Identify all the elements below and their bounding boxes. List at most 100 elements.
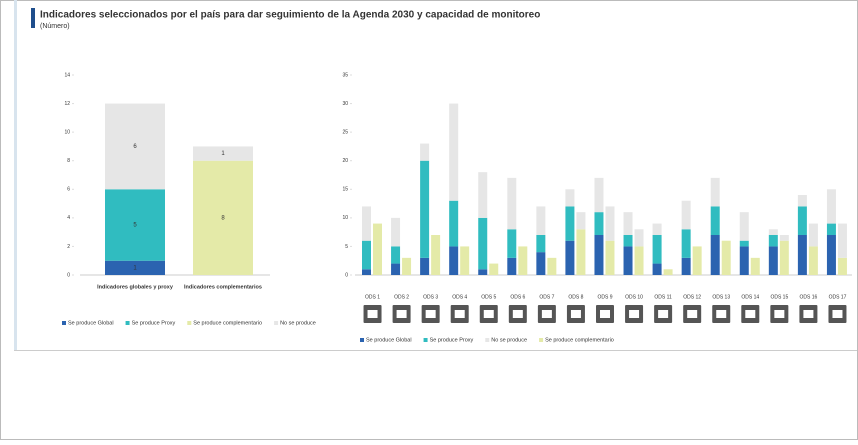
bar-segment	[460, 246, 470, 275]
goal-icon-glyph	[745, 310, 756, 318]
data-label: 6	[133, 144, 137, 150]
bar-segment	[605, 240, 615, 275]
bar-segment	[536, 235, 546, 253]
x-tick-label: ODS 3	[423, 294, 438, 300]
bar-segment	[739, 240, 749, 247]
y-tick-label: 25	[342, 129, 348, 135]
bar-segment	[808, 223, 818, 247]
x-tick-label: ODS 13	[712, 294, 730, 300]
bar-segment	[536, 206, 546, 235]
x-tick-label: ODS 8	[568, 294, 583, 300]
y-tick-label: 8	[67, 158, 70, 164]
y-tick-label: 6	[67, 187, 70, 193]
legend-swatch	[62, 321, 66, 325]
goal-icon-glyph	[600, 310, 610, 318]
x-tick-label: ODS 1	[365, 294, 380, 300]
x-tick-label: ODS 9	[597, 294, 612, 300]
bar-segment	[710, 235, 720, 275]
bar-segment	[623, 212, 633, 235]
goal-icon-glyph	[396, 310, 407, 318]
bar-segment	[478, 172, 488, 218]
x-tick-label: ODS 14	[741, 294, 759, 300]
legend-swatch	[485, 338, 490, 342]
bar-segment	[623, 235, 633, 247]
bar-segment	[594, 235, 604, 275]
y-tick-label: 12	[64, 101, 70, 107]
bar-segment	[652, 223, 662, 235]
bar-segment	[478, 269, 488, 275]
y-tick-label: 0	[345, 272, 348, 278]
goal-icon-glyph	[658, 310, 669, 318]
x-tick-label: ODS 15	[770, 294, 788, 300]
divider	[14, 350, 857, 351]
bar-segment	[681, 257, 691, 275]
bar-segment	[826, 235, 836, 275]
goal-icon-glyph	[832, 310, 843, 318]
bar-segment	[739, 212, 749, 241]
y-tick-label: 15	[342, 187, 348, 193]
bar-segment	[797, 195, 807, 207]
y-tick-label: 35	[342, 72, 348, 78]
goal-icon-glyph	[629, 310, 640, 318]
goal-icon-glyph	[716, 310, 727, 318]
bar-segment	[808, 246, 818, 275]
y-tick-label: 4	[67, 215, 70, 221]
bar-segment	[721, 240, 731, 275]
bar-segment	[594, 212, 604, 235]
bar-segment	[105, 189, 165, 261]
data-label: 5	[133, 223, 137, 229]
legend-label: No se produce	[280, 320, 316, 326]
data-label: 8	[221, 215, 225, 221]
bar-segment	[362, 206, 371, 241]
bar-segment	[576, 212, 586, 230]
bar-segment	[768, 235, 778, 247]
x-tick-label: ODS 12	[683, 294, 701, 300]
goal-icon-glyph	[367, 310, 378, 318]
bar-segment	[768, 229, 778, 235]
legend-label: Se produce complementario	[193, 320, 262, 326]
subtitle: (Número)	[40, 23, 70, 30]
bar-segment	[420, 143, 430, 161]
bar-segment	[373, 223, 382, 275]
bar-segment	[518, 246, 528, 275]
legend-label: Se produce complementario	[545, 337, 614, 343]
bar-segment	[449, 200, 459, 247]
side-strip	[14, 0, 17, 350]
legend-swatch	[423, 338, 428, 342]
bar-segment	[681, 200, 691, 230]
bar-segment	[768, 246, 778, 275]
bar-segment	[681, 229, 691, 258]
x-tick-label: ODS 17	[829, 294, 847, 300]
bar-segment	[193, 160, 253, 275]
bar-segment	[797, 235, 807, 275]
bar-segment	[710, 177, 720, 207]
bar-segment	[663, 269, 673, 275]
bar-segment	[739, 246, 749, 275]
bar-segment	[547, 257, 557, 275]
y-tick-label: 0	[67, 272, 70, 278]
bar-segment	[391, 263, 401, 275]
x-tick-label: ODS 10	[625, 294, 643, 300]
bar-segment	[826, 189, 836, 224]
legend-label: Se produce Global	[366, 337, 412, 343]
goal-icon-glyph	[803, 310, 814, 318]
bar-segment	[449, 246, 459, 275]
y-tick-label: 2	[67, 244, 70, 250]
bar-segment	[449, 103, 459, 201]
x-tick-label: ODS 6	[510, 294, 525, 300]
bar-segment	[605, 206, 615, 241]
goal-icon-glyph	[541, 310, 552, 318]
bar-segment	[431, 235, 441, 275]
bar-segment	[797, 206, 807, 235]
bar-segment	[710, 206, 720, 235]
legend-label: Se produce Proxy	[430, 337, 474, 343]
goal-icon-glyph	[687, 310, 698, 318]
bar-segment	[420, 257, 430, 275]
bar-segment	[634, 246, 644, 275]
bar-segment	[779, 235, 789, 241]
goal-icon-glyph	[570, 310, 581, 318]
legend-swatch	[360, 338, 364, 342]
goal-icon-glyph	[454, 310, 465, 318]
title: Indicadores seleccionados por el país pa…	[40, 10, 540, 21]
bar-segment	[779, 240, 789, 275]
